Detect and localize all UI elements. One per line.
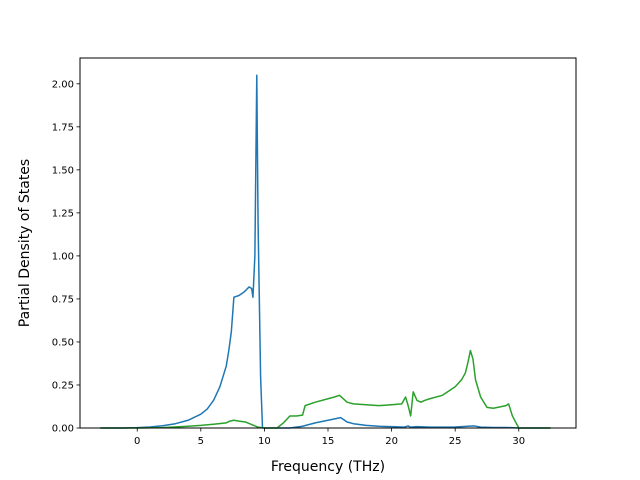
series-line-2	[100, 349, 551, 429]
y-tick-label: 0.00	[52, 424, 74, 435]
x-tick-label: 0	[134, 436, 140, 447]
y-tick-label: 0.50	[52, 337, 74, 348]
y-tick-label: 0.25	[52, 380, 74, 391]
y-tick-label: 1.25	[52, 208, 74, 219]
y-tick-label: 0.75	[52, 294, 74, 305]
x-axis-label: Frequency (THz)	[271, 459, 385, 475]
x-axis: 0 5 10 15 20 25 30	[134, 428, 525, 447]
x-tick-label: 25	[449, 436, 462, 447]
x-tick-label: 15	[322, 436, 335, 447]
x-tick-label: 30	[512, 436, 525, 447]
y-tick-label: 1.75	[52, 122, 74, 133]
y-tick-label: 2.00	[52, 79, 74, 90]
y-axis-label: Partial Density of States	[17, 159, 33, 327]
x-tick-label: 10	[258, 436, 271, 447]
y-tick-label: 1.00	[52, 251, 74, 262]
x-tick-label: 5	[198, 436, 204, 447]
y-tick-label: 1.50	[52, 165, 74, 176]
y-axis: 0.00 0.25 0.50 0.75 1.00 1.25 1.50 1.75 2.00	[52, 79, 80, 435]
x-tick-label: 20	[385, 436, 398, 447]
